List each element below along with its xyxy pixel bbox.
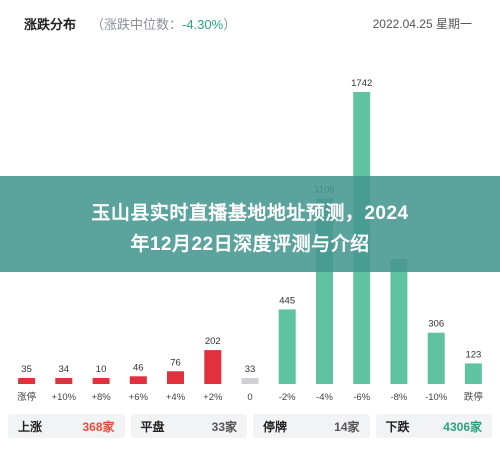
summary-flat-label: 平盘 bbox=[140, 419, 165, 434]
summary-halt: 停牌 14家 bbox=[253, 414, 370, 438]
bar-1 bbox=[55, 378, 73, 384]
x-tick-label-5: +2% bbox=[203, 392, 223, 403]
x-tick-label-7: -2% bbox=[279, 392, 296, 403]
x-tick-label-9: -6% bbox=[353, 392, 370, 403]
bar-value-label-9: 1742 bbox=[351, 78, 372, 89]
median-text: （涨跌中位数：-4.30%） bbox=[91, 14, 236, 33]
bar-3 bbox=[129, 376, 147, 384]
bar-value-label-1: 34 bbox=[59, 364, 70, 375]
bar-6 bbox=[241, 378, 259, 384]
summary-fall: 下跌 4306家 bbox=[375, 414, 492, 438]
x-tick-label-8: -4% bbox=[316, 392, 333, 403]
median-prefix: （涨跌中位数： bbox=[91, 17, 183, 32]
summary-fall-label: 下跌 bbox=[385, 419, 410, 434]
x-tick-label-1: +10% bbox=[52, 392, 77, 403]
bar-12 bbox=[464, 363, 482, 384]
bar-value-label-2: 10 bbox=[96, 364, 107, 375]
bar-2 bbox=[92, 378, 110, 384]
distribution-chart: 35 涨停 34 +10% 10 +8% 46 +6% 76 +4% 202 +2% 33 0 445 -2%… bbox=[17, 78, 484, 403]
summary-halt-value: 14家 bbox=[334, 419, 360, 434]
bar-value-label-4: 76 bbox=[170, 357, 181, 368]
bar-10 bbox=[390, 259, 408, 384]
bar-value-label-0: 35 bbox=[21, 364, 32, 375]
x-tick-label-3: +6% bbox=[129, 392, 149, 403]
banner-line-2: 年12月22日深度评测与介绍 bbox=[130, 234, 370, 255]
summary-halt-label: 停牌 bbox=[263, 419, 288, 434]
bar-7 bbox=[278, 309, 296, 384]
bar-value-label-6: 33 bbox=[245, 364, 256, 375]
bar-value-label-5: 202 bbox=[205, 336, 221, 347]
banner-line-1: 玉山县实时直播基地地址预测，2024 bbox=[91, 203, 409, 224]
summary-row: 上涨 368家 平盘 33家 停牌 14家 下跌 4306家 bbox=[8, 414, 492, 438]
x-tick-label-12: 跌停 bbox=[464, 391, 484, 403]
bar-value-label-7: 445 bbox=[279, 295, 295, 306]
bar-value-label-11: 306 bbox=[428, 319, 444, 330]
median-value: -4.30% bbox=[182, 17, 224, 32]
bar-5 bbox=[204, 350, 222, 384]
title-banner: 玉山县实时直播基地地址预测，2024 年12月22日深度评测与介绍 bbox=[0, 176, 500, 272]
summary-rise-label: 上涨 bbox=[18, 419, 43, 434]
summary-rise-value: 368家 bbox=[82, 419, 115, 434]
summary-rise: 上涨 368家 bbox=[8, 414, 125, 438]
chart-title: 涨跌分布 bbox=[24, 17, 77, 32]
date-label: 2022.04.25 星期一 bbox=[372, 17, 472, 31]
bar-11 bbox=[427, 332, 445, 384]
x-tick-label-11: -10% bbox=[425, 392, 448, 403]
bar-value-label-12: 123 bbox=[465, 349, 481, 360]
summary-fall-value: 4306家 bbox=[443, 419, 482, 434]
x-tick-label-4: +4% bbox=[166, 392, 186, 403]
x-tick-label-0: 涨停 bbox=[17, 391, 37, 403]
chart-header: 涨跌分布 （涨跌中位数：-4.30%） 2022.04.25 星期一 bbox=[0, 0, 500, 50]
x-tick-label-2: +8% bbox=[91, 392, 111, 403]
median-suffix: ） bbox=[223, 17, 237, 32]
summary-flat: 平盘 33家 bbox=[130, 414, 247, 438]
bar-4 bbox=[167, 371, 184, 384]
x-tick-label-10: -8% bbox=[390, 392, 407, 403]
x-tick-label-6: 0 bbox=[247, 392, 252, 403]
summary-flat-value: 33家 bbox=[211, 419, 237, 434]
bar-value-label-3: 46 bbox=[133, 362, 144, 373]
bar-0 bbox=[18, 378, 36, 384]
